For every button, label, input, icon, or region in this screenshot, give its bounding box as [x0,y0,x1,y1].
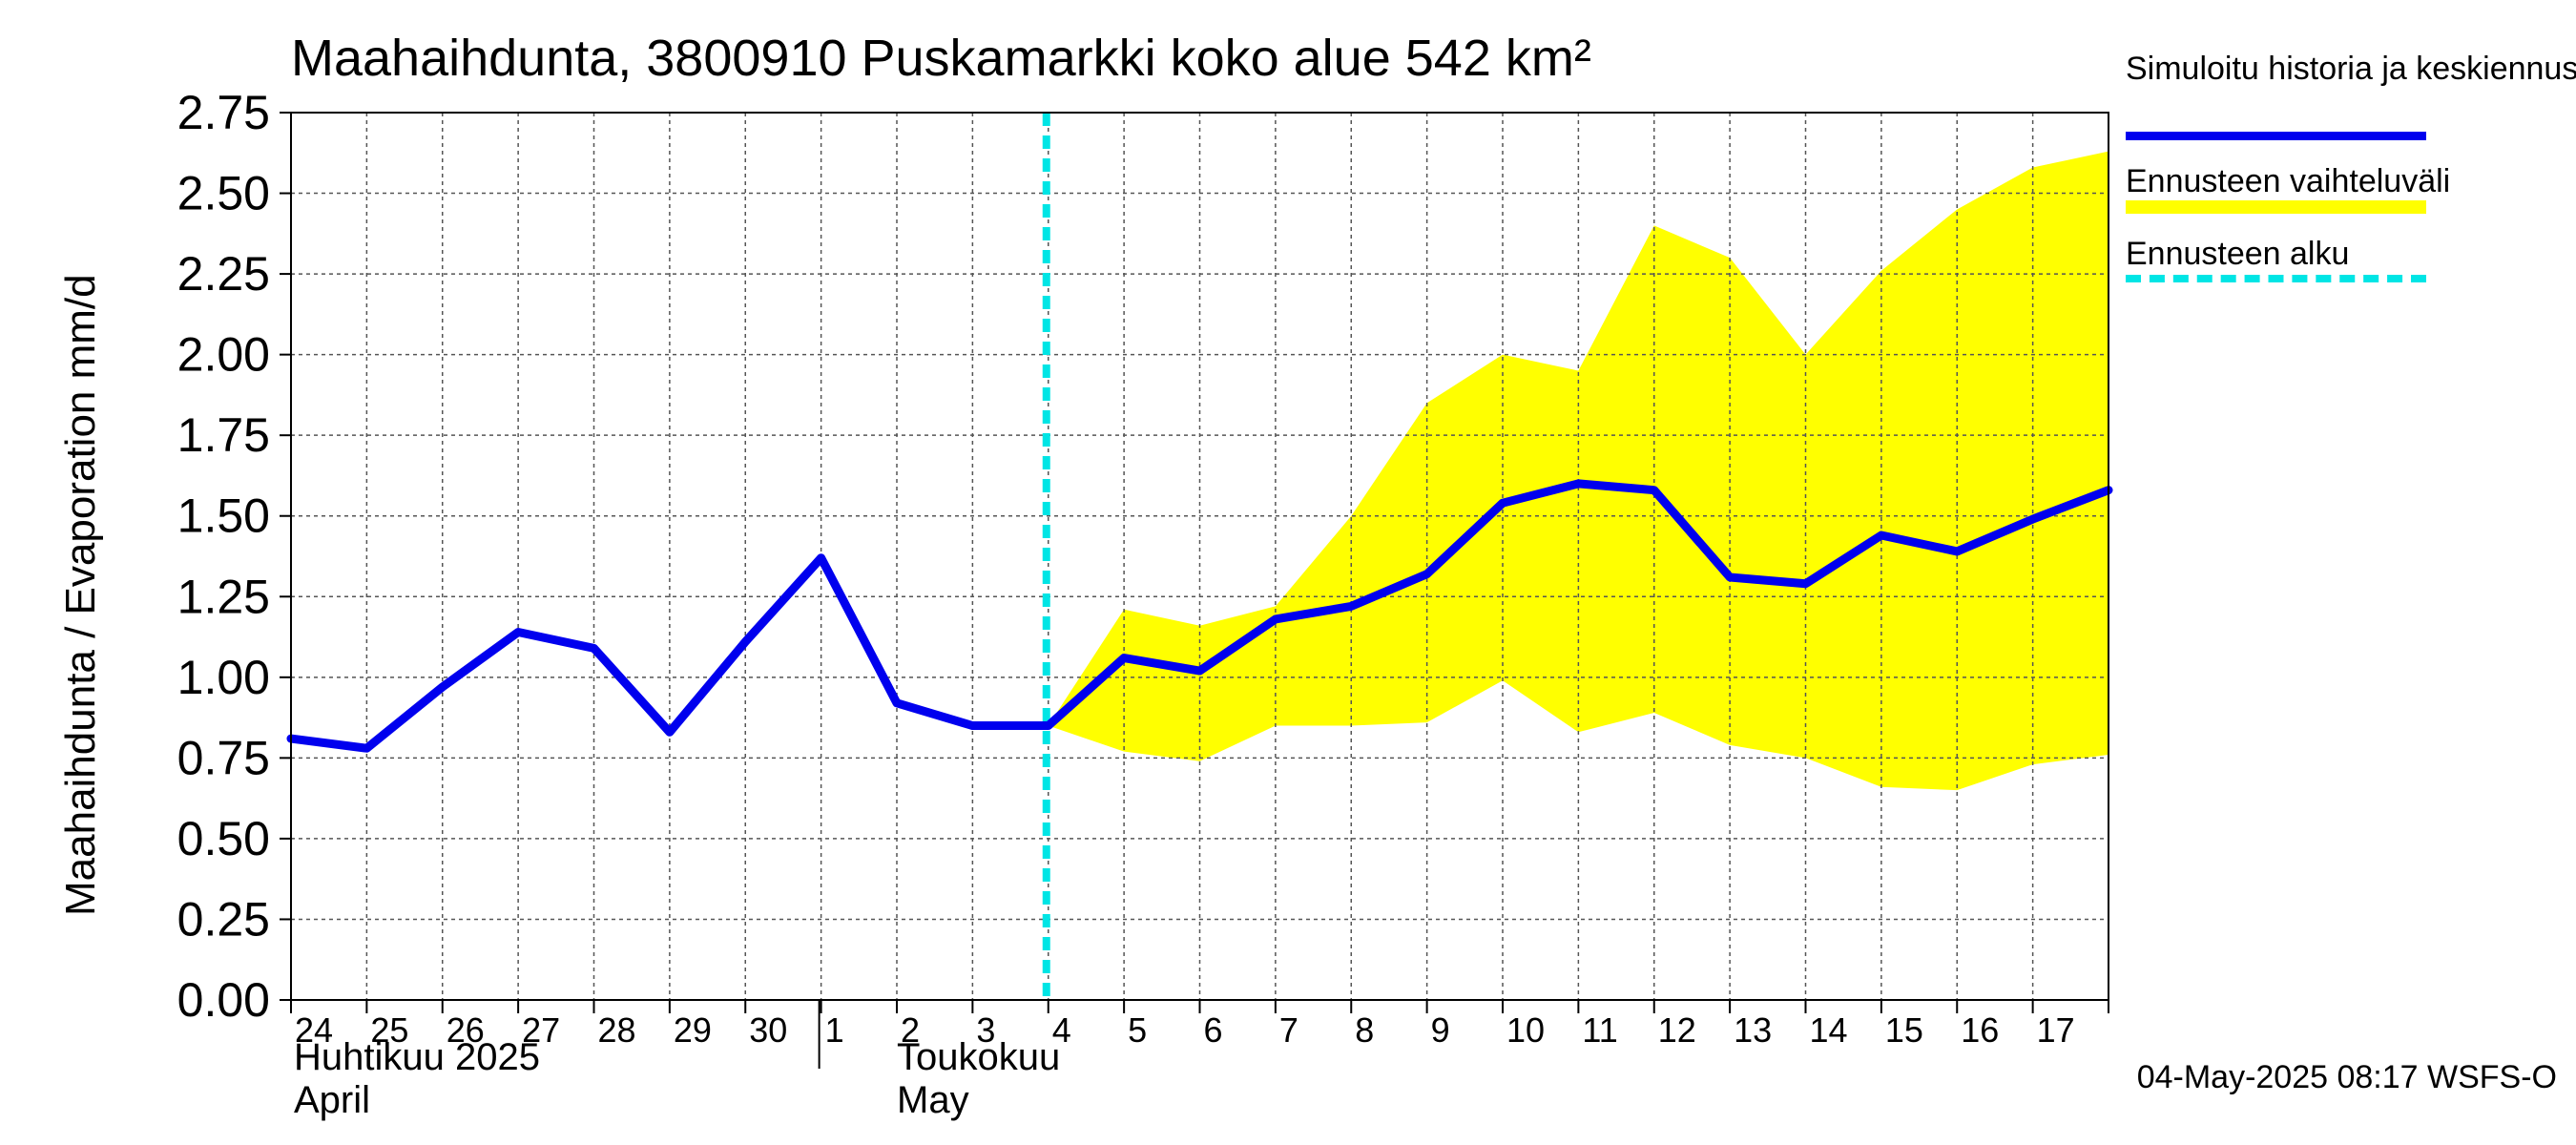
y-tick-label: 1.00 [177,651,270,704]
month-label-may-fi: Toukokuu [897,1036,1061,1078]
x-tick-label: 16 [1961,1010,1999,1050]
x-tick-label: 29 [674,1010,712,1050]
x-tick-label: 6 [1204,1010,1223,1050]
y-tick-label: 2.75 [177,86,270,139]
forecast-range-band [1048,151,2109,791]
y-tick-label: 1.25 [177,570,270,623]
x-tick-label: 13 [1734,1010,1772,1050]
x-tick-label: 8 [1355,1010,1374,1050]
legend-swatch-history [2126,132,2426,140]
y-tick-label: 0.75 [177,731,270,784]
month-label-april-en: April [294,1079,371,1121]
series-layer [286,479,2113,753]
x-tick-label: 27 [522,1010,560,1050]
x-tick-label: 25 [370,1010,408,1050]
legend-label-forecast-start: Ennusteen alku [2126,236,2350,272]
chart-title: Maahaihdunta, 3800910 Puskamarkki koko a… [291,30,1591,87]
y-axis-label: Maahaihdunta / Evaporation mm/d [57,274,104,916]
x-tick-label: 7 [1279,1010,1298,1050]
x-tick-label: 30 [749,1010,787,1050]
x-tick-label: 24 [295,1010,333,1050]
x-tick-label: 11 [1582,1010,1617,1050]
x-tick-label: 9 [1431,1010,1450,1050]
x-tick-label: 2 [901,1010,920,1050]
grid-layer [290,112,2109,1001]
axis-layer: 0.00 0.25 0.50 0.75 1.00 1.25 1.50 1.75 2.00 2.25… [177,86,2109,1069]
month-label-may-en: May [897,1079,969,1121]
y-tick-label: 0.25 [177,892,270,946]
y-tick-label: 1.75 [177,408,270,462]
x-tick-label: 4 [1052,1010,1071,1050]
legend-label-band: Ennusteen vaihteluväli [2126,163,2451,199]
x-tick-label: 5 [1128,1010,1147,1050]
y-tick-label: 2.25 [177,247,270,301]
y-tick-label: 2.00 [177,328,270,382]
x-tick-label: 26 [447,1010,485,1050]
x-tick-label: 1 [825,1010,844,1050]
month-label-april-fi: Huhtikuu 2025 [294,1036,540,1078]
legend-swatch-forecast-start [2126,275,2426,282]
x-tick-label: 10 [1506,1010,1545,1050]
legend-swatch-band [2126,200,2426,214]
legend-label-history: Simuloitu historia ja keskiennuste [2126,51,2576,87]
footer-timestamp: 04-May-2025 08:17 WSFS-O [2136,1059,2557,1095]
forecast-band-layer [1048,151,2109,791]
x-tick-label: 3 [976,1010,995,1050]
x-tick-label: 28 [598,1010,636,1050]
y-tick-label: 1.50 [177,489,270,543]
x-tick-label: 17 [2037,1010,2075,1050]
x-tick-label: 12 [1658,1010,1696,1050]
series-line-history-mean [286,479,2113,753]
y-tick-label: 0.00 [177,973,270,1027]
y-tick-label: 0.50 [177,812,270,865]
x-tick-label: 15 [1885,1010,1923,1050]
y-tick-label: 2.50 [177,167,270,220]
x-tick-label: 14 [1810,1010,1848,1050]
